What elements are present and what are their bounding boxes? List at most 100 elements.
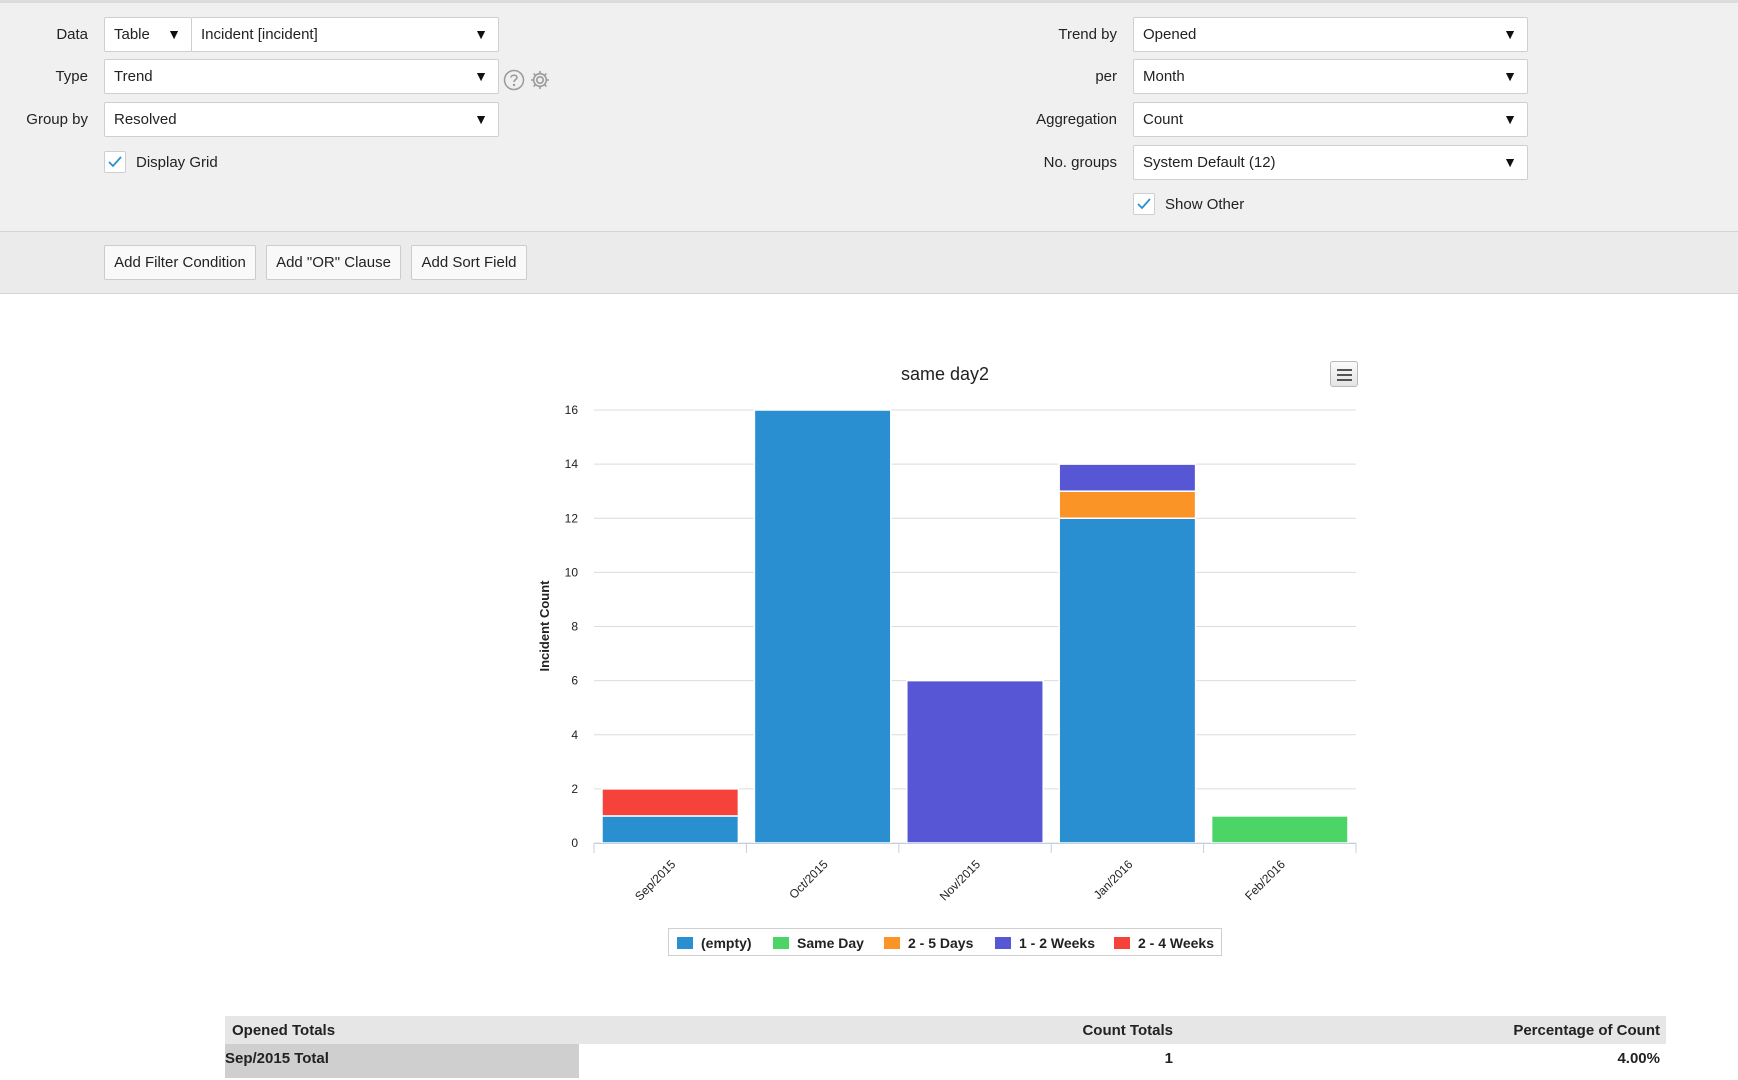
legend-label: (empty) (701, 935, 752, 951)
x-tick-label: Oct/2015 (786, 857, 831, 902)
bars (601, 409, 1349, 844)
chevron-down-icon: ▼ (474, 111, 488, 127)
percentage-header: Percentage of Count (1513, 1022, 1660, 1039)
chart-container: same day2 Incident Count 0 2 4 6 8 10 12 14 16 S… (0, 295, 1738, 995)
add-filter-condition-button[interactable]: Add Filter Condition (104, 245, 256, 280)
legend-label: Same Day (797, 935, 864, 951)
no-groups-value: System Default (12) (1143, 154, 1276, 171)
x-tick-label: Feb/2016 (1242, 857, 1288, 903)
data-table-value: Incident [incident] (201, 26, 318, 43)
y-tick-label: 12 (565, 511, 579, 525)
data-source-select[interactable]: Table ▼ (104, 17, 192, 52)
totals-table-header: Opened Totals Count Totals Percentage of… (225, 1016, 1666, 1044)
aggregation-value: Count (1143, 111, 1184, 128)
display-grid-label: Display Grid (136, 154, 218, 171)
legend-swatch (773, 937, 789, 949)
bar-segment[interactable] (906, 679, 1044, 844)
x-tick-label: Nov/2015 (937, 857, 983, 903)
group-by-value: Resolved (114, 111, 177, 128)
legend-item[interactable]: 2 - 4 Weeks (1114, 935, 1214, 951)
add-or-clause-button[interactable]: Add "OR" Clause (266, 245, 401, 280)
per-label: per (1095, 68, 1117, 85)
y-axis-label: Incident Count (537, 580, 552, 672)
legend-swatch (1114, 937, 1130, 949)
display-grid-checkbox[interactable] (104, 151, 126, 173)
bar-segment[interactable] (1058, 490, 1197, 519)
y-tick-label: 2 (571, 782, 578, 796)
table-row: Sep/2015 Total 1 4.00% (225, 1044, 1666, 1078)
legend-item[interactable]: 1 - 2 Weeks (995, 935, 1095, 951)
chevron-down-icon: ▼ (167, 26, 181, 42)
totals-table: Opened Totals Count Totals Percentage of… (225, 1016, 1666, 1078)
chevron-down-icon: ▼ (474, 68, 488, 84)
bar-segment[interactable] (601, 788, 740, 817)
chevron-down-icon: ▼ (474, 26, 488, 42)
per-select[interactable]: Month ▼ (1133, 59, 1528, 94)
add-sort-field-button[interactable]: Add Sort Field (411, 245, 527, 280)
legend-swatch (995, 937, 1011, 949)
group-by-label: Group by (26, 111, 88, 128)
chevron-down-icon: ▼ (1503, 26, 1517, 42)
bar-segment[interactable] (1058, 463, 1197, 492)
no-groups-select[interactable]: System Default (12) ▼ (1133, 145, 1528, 180)
type-select[interactable]: Trend ▼ (104, 59, 499, 94)
y-tick-label: 6 (571, 674, 578, 688)
legend-label: 2 - 5 Days (908, 935, 974, 951)
count-totals-header: Count Totals (1082, 1022, 1173, 1039)
x-axis-ticks: Sep/2015 Oct/2015 Nov/2015 Jan/2016 Feb/2016 (593, 843, 1357, 903)
bar-segment[interactable] (1210, 815, 1349, 844)
report-config-panel: Data Table ▼ Incident [incident] ▼ Type … (0, 0, 1738, 232)
type-value: Trend (114, 68, 153, 85)
no-groups-label: No. groups (1043, 154, 1117, 171)
chevron-down-icon: ▼ (1503, 111, 1517, 127)
legend-swatch (677, 937, 693, 949)
checkmark-icon (1137, 198, 1151, 210)
trend-by-label: Trend by (1058, 26, 1117, 43)
legend-item[interactable]: (empty) (677, 935, 752, 951)
menu-icon (1337, 379, 1352, 381)
show-other-checkbox[interactable] (1133, 193, 1155, 215)
y-tick-label: 10 (565, 565, 579, 579)
y-tick-label: 0 (571, 836, 578, 850)
chart-title: same day2 (901, 364, 989, 384)
bar-segment[interactable] (1058, 517, 1197, 844)
legend-swatch (884, 937, 900, 949)
data-label: Data (56, 26, 88, 43)
legend-item[interactable]: Same Day (773, 935, 864, 951)
show-other-label: Show Other (1165, 196, 1245, 213)
chart-menu-button[interactable] (1330, 361, 1358, 387)
row-label-cell (225, 1044, 579, 1078)
trend-by-select[interactable]: Opened ▼ (1133, 17, 1528, 52)
bar-segment[interactable] (753, 409, 892, 844)
trend-by-value: Opened (1143, 26, 1197, 43)
aggregation-label: Aggregation (1036, 111, 1117, 128)
chevron-down-icon: ▼ (1503, 68, 1517, 84)
row-label: Sep/2015 Total (225, 1050, 329, 1067)
bar-segment[interactable] (601, 815, 740, 844)
filter-toolbar: Add Filter Condition Add "OR" Clause Add… (0, 232, 1738, 294)
y-tick-label: 8 (571, 620, 578, 634)
data-table-select[interactable]: Incident [incident] ▼ (191, 17, 499, 52)
y-tick-label: 14 (565, 457, 579, 471)
chevron-down-icon: ▼ (1503, 154, 1517, 170)
chart-legend: (empty) Same Day 2 - 5 Days 1 - 2 Weeks 2 - … (668, 928, 1222, 956)
x-tick-label: Sep/2015 (632, 857, 678, 903)
data-source-value: Table (114, 26, 150, 43)
gear-icon[interactable] (529, 69, 551, 91)
row-percent: 4.00% (1617, 1050, 1660, 1067)
x-tick-label: Jan/2016 (1091, 857, 1136, 902)
y-tick-label: 16 (565, 403, 579, 417)
per-value: Month (1143, 68, 1185, 85)
type-label: Type (55, 68, 88, 85)
group-by-select[interactable]: Resolved ▼ (104, 102, 499, 137)
help-icon[interactable] (503, 69, 525, 91)
legend-label: 2 - 4 Weeks (1138, 935, 1215, 951)
row-count: 1 (1164, 1050, 1173, 1067)
menu-icon (1337, 374, 1352, 376)
legend-label: 1 - 2 Weeks (1019, 935, 1096, 951)
y-axis-ticks: 0 2 4 6 8 10 12 14 16 (565, 403, 579, 850)
aggregation-select[interactable]: Count ▼ (1133, 102, 1528, 137)
opened-totals-header: Opened Totals (232, 1022, 336, 1039)
legend-item[interactable]: 2 - 5 Days (884, 935, 973, 951)
menu-icon (1337, 369, 1352, 371)
